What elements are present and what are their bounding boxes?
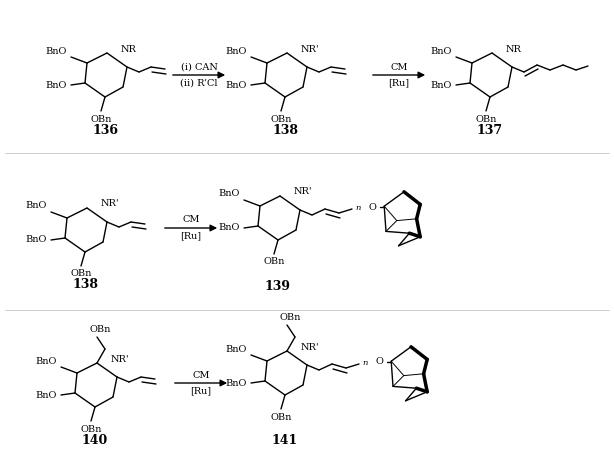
Text: NR': NR' [111, 354, 130, 364]
Text: OBn: OBn [270, 114, 292, 124]
Text: BnO: BnO [36, 391, 57, 399]
Text: NR: NR [506, 44, 522, 54]
Text: 138: 138 [72, 278, 98, 291]
Text: OBn: OBn [475, 114, 497, 124]
Text: BnO: BnO [45, 81, 67, 89]
Text: NR': NR' [101, 200, 120, 208]
Text: CM: CM [192, 371, 210, 380]
Text: BnO: BnO [219, 190, 240, 198]
Text: BnO: BnO [45, 47, 67, 55]
Text: BnO: BnO [26, 202, 47, 211]
Text: [Ru]: [Ru] [190, 387, 212, 396]
Text: (i) CAN: (i) CAN [181, 62, 217, 71]
Text: BnO: BnO [219, 224, 240, 233]
Text: (ii) R’Cl: (ii) R’Cl [181, 78, 218, 87]
Text: BnO: BnO [430, 47, 452, 55]
Text: 140: 140 [82, 434, 108, 447]
Text: OBn: OBn [80, 425, 102, 434]
Text: BnO: BnO [26, 235, 47, 245]
Text: [Ru]: [Ru] [181, 231, 201, 240]
Text: OBn: OBn [270, 413, 292, 421]
Text: OBn: OBn [89, 325, 111, 333]
Text: NR': NR' [294, 187, 313, 196]
Text: OBn: OBn [279, 312, 301, 322]
Text: n: n [362, 359, 368, 367]
Text: OBn: OBn [263, 257, 285, 267]
Text: 138: 138 [272, 124, 298, 136]
Text: BnO: BnO [225, 81, 247, 89]
Text: OBn: OBn [90, 114, 112, 124]
Text: OBn: OBn [71, 269, 91, 278]
Text: NR': NR' [301, 343, 320, 351]
Text: O: O [375, 358, 383, 366]
Text: 141: 141 [272, 435, 298, 447]
Text: BnO: BnO [430, 81, 452, 89]
Text: [Ru]: [Ru] [389, 78, 410, 87]
Text: NR': NR' [301, 44, 320, 54]
Text: BnO: BnO [225, 47, 247, 55]
Text: CM: CM [182, 216, 200, 224]
Text: CM: CM [391, 62, 408, 71]
Text: NR: NR [121, 44, 137, 54]
Text: n: n [356, 204, 360, 212]
Text: 139: 139 [265, 279, 291, 293]
Text: BnO: BnO [225, 378, 247, 387]
Text: BnO: BnO [225, 344, 247, 354]
Text: O: O [368, 202, 376, 212]
Text: 137: 137 [477, 124, 503, 136]
Text: 136: 136 [92, 124, 118, 136]
Text: BnO: BnO [36, 356, 57, 365]
